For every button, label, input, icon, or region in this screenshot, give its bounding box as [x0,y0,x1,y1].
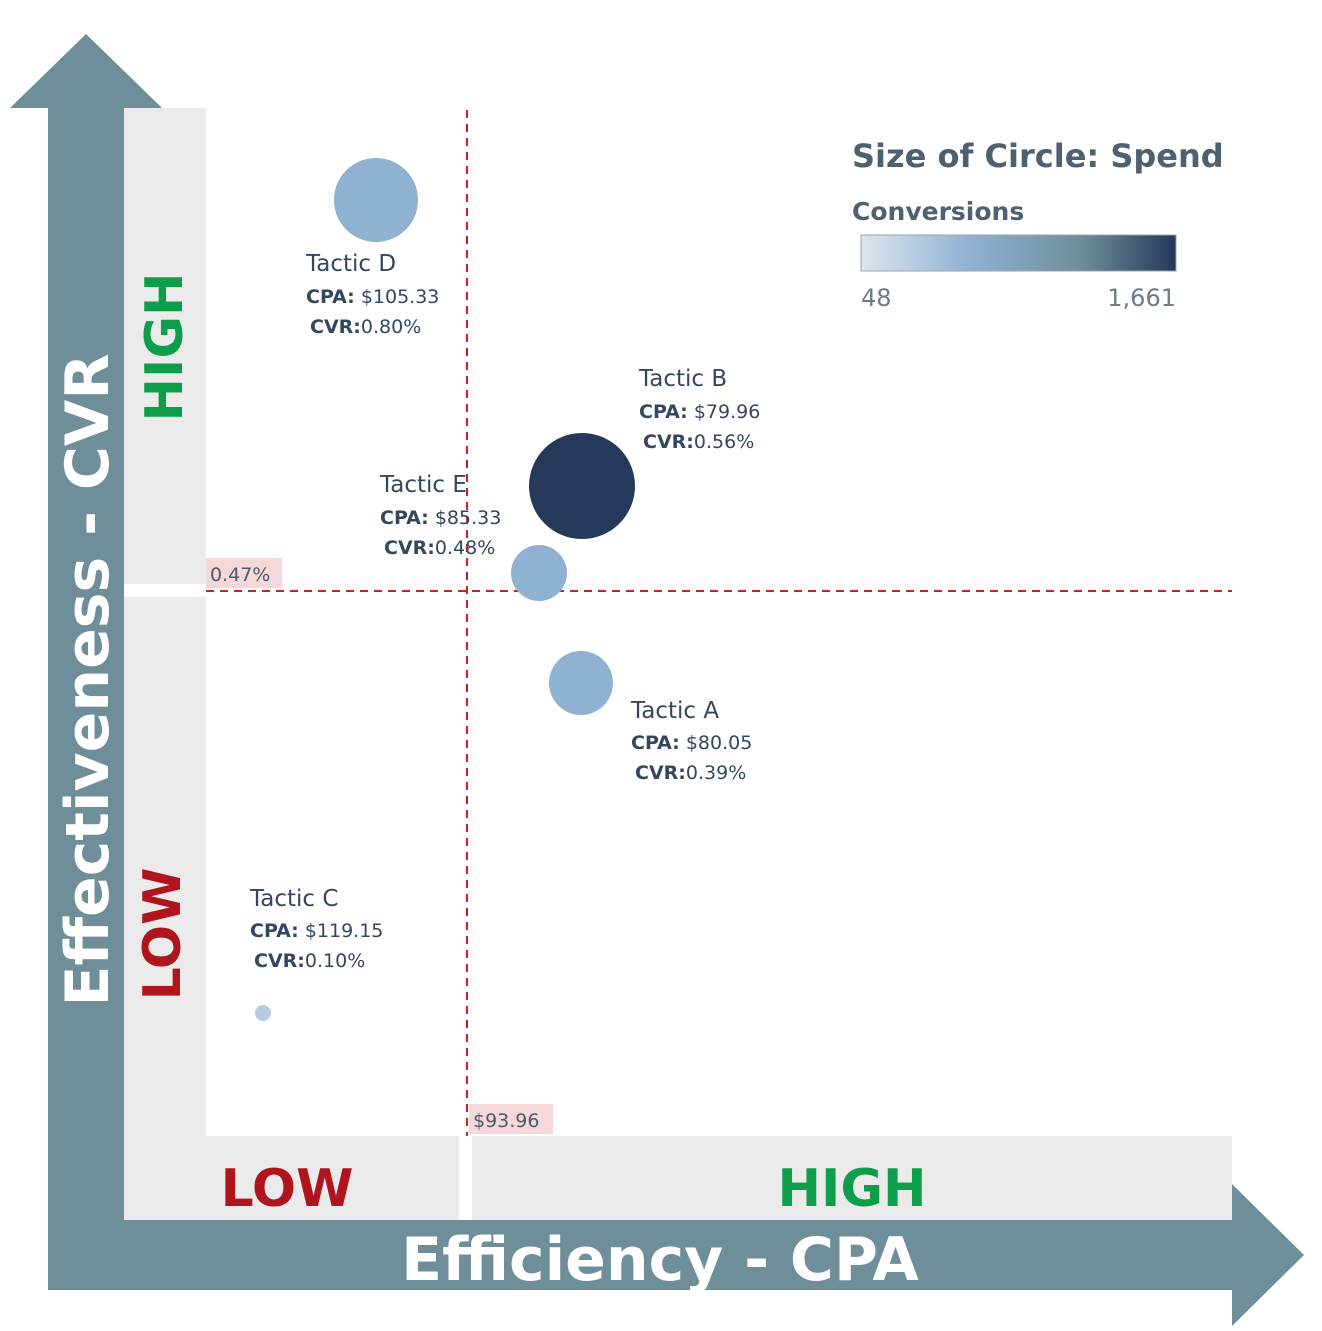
cvr-reference-label: 0.47% [210,564,270,586]
legend-max-label: 1,661 [1107,284,1176,312]
bubble-tactic-d[interactable] [334,158,418,242]
tactic-name: Tactic E [379,472,467,498]
tactic-name: Tactic A [630,698,719,724]
y-band-divider [124,584,206,597]
tactic-cpa: CPA: $80.05 [631,732,752,754]
legend-color-title: Conversions [852,197,1024,226]
cpa-reference-label: $93.96 [473,1110,539,1132]
legend: Size of Circle: Spend Conversions 48 1,6… [852,137,1224,312]
legend-min-label: 48 [861,284,892,312]
tactic-name: Tactic C [249,886,338,912]
bubble-tactic-e[interactable] [511,545,567,601]
label-tactic-c: Tactic C CPA: $119.15 CVR:0.10% [249,886,383,972]
tactic-cvr: CVR:0.10% [254,950,365,972]
x-band-divider [459,1136,472,1220]
tactic-cvr: CVR:0.80% [310,316,421,338]
tactic-cpa: CPA: $105.33 [306,286,439,308]
label-tactic-e: Tactic E CPA: $85.33 CVR:0.48% [379,472,501,559]
tactic-cvr: CVR:0.48% [384,537,495,559]
tactic-cvr: CVR:0.56% [643,431,754,453]
x-high-label: HIGH [777,1159,926,1219]
bubble-tactic-a[interactable] [549,651,613,715]
label-tactic-a: Tactic A CPA: $80.05 CVR:0.39% [630,698,752,784]
tactic-name: Tactic D [305,251,396,277]
x-axis-arrow [48,1184,1304,1326]
tactic-name: Tactic B [638,366,727,392]
x-axis-title: Efficiency - CPA [401,1225,919,1295]
y-axis-title: Effectiveness - CVR [53,353,123,1006]
y-axis-band [124,108,206,1220]
cvr-reference-box [206,558,282,588]
tactic-cpa: CPA: $79.96 [639,401,760,423]
x-low-label: LOW [221,1159,354,1219]
tactic-cpa: CPA: $119.15 [250,920,383,942]
label-tactic-b: Tactic B CPA: $79.96 CVR:0.56% [638,366,760,453]
legend-color-ramp [860,234,1177,272]
tactic-cpa: CPA: $85.33 [380,507,501,529]
tactic-cvr: CVR:0.39% [635,762,746,784]
bubble-tactic-b[interactable] [529,433,635,539]
bubble-tactic-c[interactable] [255,1005,271,1021]
y-high-label: HIGH [135,272,195,421]
y-low-label: LOW [133,868,193,1001]
legend-size-title: Size of Circle: Spend [852,137,1224,175]
cpa-reference-box [469,1104,553,1134]
plot-area [206,108,1232,1136]
x-axis-band [124,1136,1232,1220]
label-tactic-d: Tactic D CPA: $105.33 CVR:0.80% [305,251,439,338]
